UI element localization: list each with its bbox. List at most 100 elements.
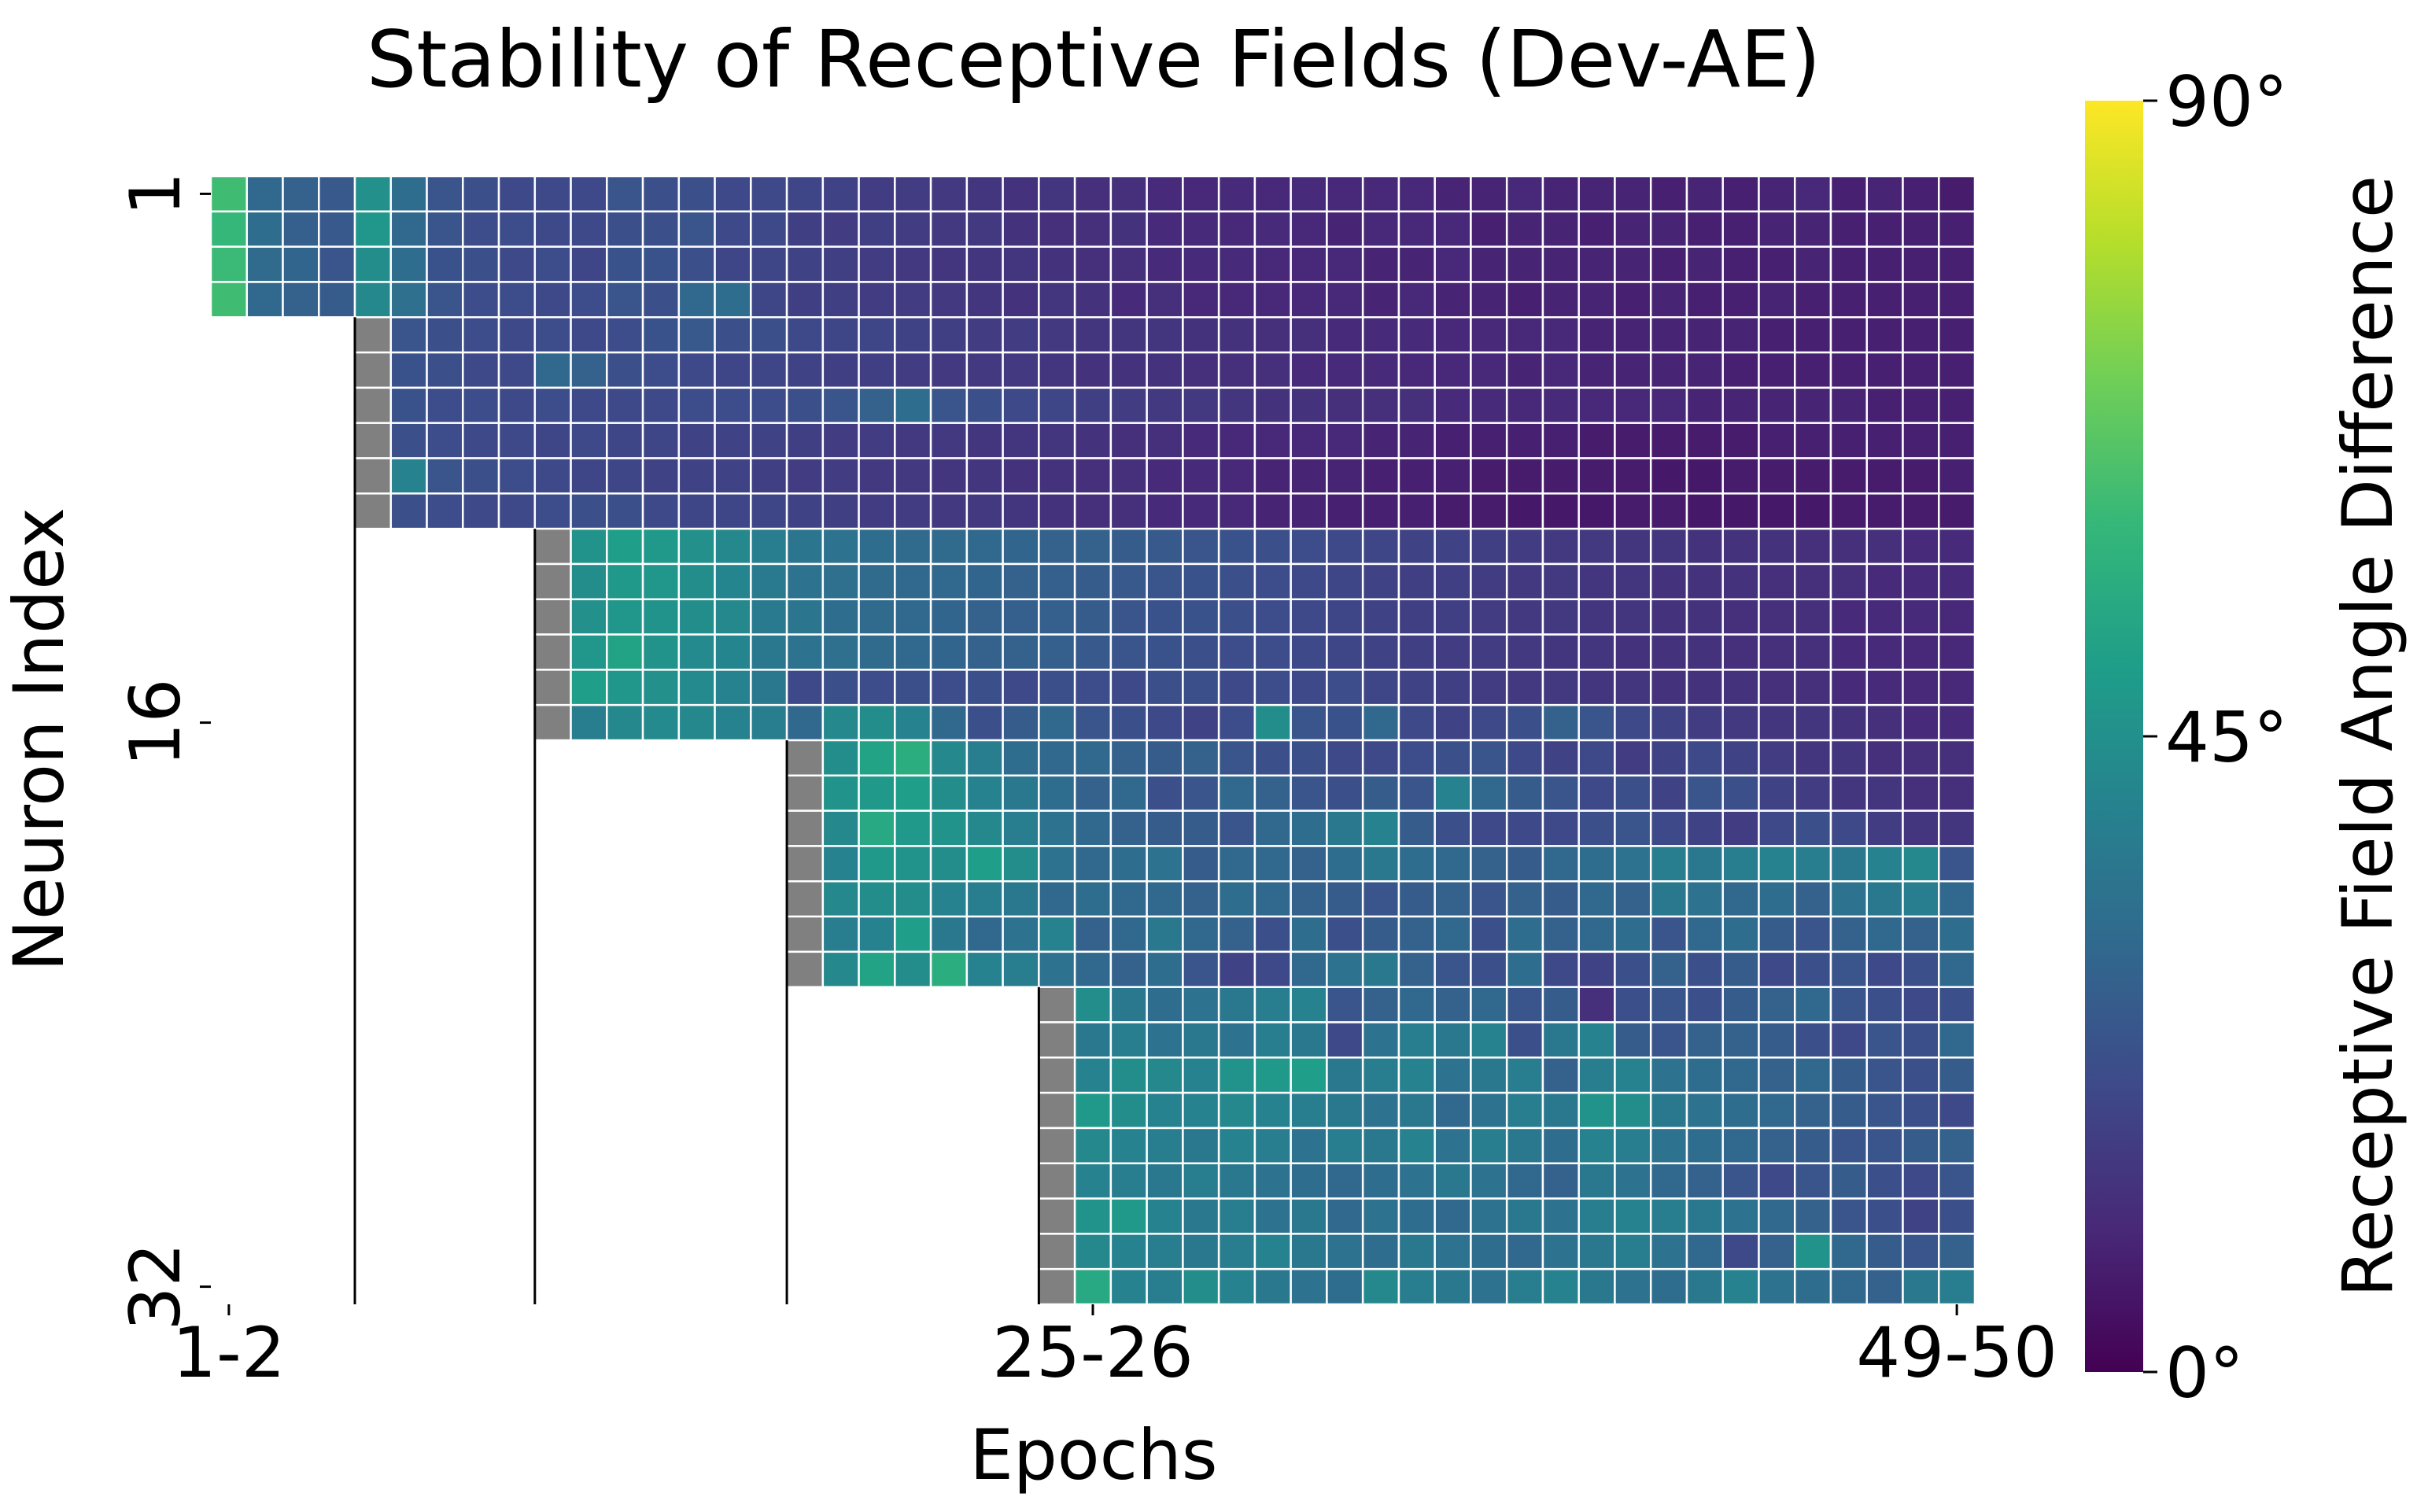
heatmap-cell	[1217, 1162, 1256, 1200]
heatmap-cell	[641, 386, 681, 424]
heatmap-cell	[1541, 669, 1580, 706]
heatmap-cell	[1182, 492, 1220, 530]
heatmap-cell	[1326, 809, 1364, 847]
heatmap-cell	[965, 210, 1004, 248]
heatmap-cell	[533, 386, 572, 424]
heatmap-cell	[1253, 880, 1292, 918]
heatmap-cell	[1253, 562, 1292, 600]
heatmap-cell	[1073, 281, 1113, 319]
heatmap-cell	[785, 281, 825, 319]
heatmap-cell	[1182, 986, 1220, 1023]
heatmap-cell	[1361, 915, 1400, 953]
heatmap-cell	[821, 492, 860, 530]
heatmap-cell	[1361, 422, 1400, 459]
heatmap-cell	[1865, 245, 1904, 283]
heatmap-cell	[1685, 1021, 1724, 1059]
heatmap-cell	[1721, 422, 1760, 459]
heatmap-cell	[1361, 281, 1400, 319]
heatmap-cell	[641, 316, 681, 354]
heatmap-cell	[1721, 316, 1760, 354]
heatmap-cell	[714, 562, 752, 600]
heatmap-cell	[1361, 1091, 1400, 1130]
heatmap-cell	[389, 457, 428, 495]
heatmap-cell	[389, 175, 428, 213]
heatmap-cell	[1217, 774, 1256, 812]
heatmap-cell	[570, 562, 608, 600]
heatmap-cell	[677, 210, 716, 248]
heatmap-cell	[1326, 774, 1364, 812]
heatmap-cell	[750, 492, 788, 530]
heatmap-cell	[1253, 210, 1292, 248]
heatmap-cell	[1937, 210, 1976, 248]
heatmap-cell	[750, 351, 788, 389]
heatmap-cell	[1902, 1021, 1940, 1059]
heatmap-cell	[1685, 986, 1724, 1023]
heatmap-cell	[1290, 527, 1328, 566]
heatmap-cell	[1146, 562, 1184, 600]
heatmap-cell	[1109, 703, 1148, 742]
heatmap-cell	[1434, 316, 1472, 354]
heatmap-cell	[1253, 1091, 1292, 1130]
heatmap-cell	[1290, 175, 1328, 213]
heatmap-cell	[1470, 1021, 1508, 1059]
heatmap-cell	[1326, 281, 1364, 319]
heatmap-cell	[1721, 175, 1760, 213]
heatmap-cell	[965, 950, 1004, 988]
heatmap-cell	[606, 703, 644, 742]
heatmap-cell	[965, 527, 1004, 566]
heatmap-cell	[1578, 175, 1616, 213]
heatmap-cell	[606, 633, 644, 671]
heatmap-cell	[1326, 915, 1364, 953]
heatmap-cell	[245, 175, 284, 213]
heatmap-cell	[714, 669, 752, 706]
heatmap-cell	[1685, 845, 1724, 883]
heatmap-cell	[570, 703, 608, 742]
heatmap-cell	[1578, 1267, 1616, 1306]
heatmap-cell	[641, 633, 681, 671]
heatmap-cell	[1685, 316, 1724, 354]
heatmap-cell	[858, 316, 896, 354]
heatmap-cell	[1038, 422, 1076, 459]
heatmap-cell	[1109, 1162, 1148, 1200]
heatmap-cell	[570, 457, 608, 495]
heatmap-cell	[1685, 210, 1724, 248]
heatmap-cell	[1829, 845, 1868, 883]
heatmap-cell	[1721, 1091, 1760, 1130]
heatmap-cell	[606, 562, 644, 600]
heatmap-cell	[1397, 316, 1436, 354]
heatmap-cell	[1073, 950, 1113, 988]
heatmap-cell	[1829, 774, 1868, 812]
heatmap-cell	[1865, 316, 1904, 354]
heatmap-cell	[1361, 1021, 1400, 1059]
heatmap-cell	[677, 598, 716, 636]
heatmap-cell	[1721, 562, 1760, 600]
heatmap-cell	[894, 351, 932, 389]
heatmap-cell	[1578, 739, 1616, 777]
heatmap-cell	[497, 281, 537, 319]
heatmap-cell	[1146, 598, 1184, 636]
heatmap-cell	[1470, 598, 1508, 636]
heatmap-cell	[426, 492, 464, 530]
heatmap-cell	[1541, 1233, 1580, 1270]
heatmap-cell	[929, 633, 969, 671]
heatmap-cell	[1505, 880, 1544, 918]
heatmap-cell	[606, 281, 644, 319]
colorbar-tick-label: 90°	[2165, 61, 2288, 142]
heatmap-cell	[1146, 774, 1184, 812]
heatmap-cell	[1614, 1197, 1652, 1235]
heatmap-cell	[1253, 669, 1292, 706]
heatmap-cell	[1578, 809, 1616, 847]
x-axis-label: Epochs	[969, 1414, 1217, 1495]
heatmap-cell	[1865, 562, 1904, 600]
heatmap-cell	[533, 492, 572, 530]
heatmap-cell	[1397, 1267, 1436, 1306]
heatmap-cell	[1685, 950, 1724, 988]
heatmap-cell	[1614, 492, 1652, 530]
heatmap-cell	[1541, 633, 1580, 671]
heatmap-cell	[1290, 1091, 1328, 1130]
heatmap-cell	[1937, 1267, 1976, 1306]
heatmap-cell	[606, 457, 644, 495]
heatmap-cell	[858, 845, 896, 883]
heatmap-cell	[1434, 1091, 1472, 1130]
heatmap-cell	[1109, 175, 1148, 213]
